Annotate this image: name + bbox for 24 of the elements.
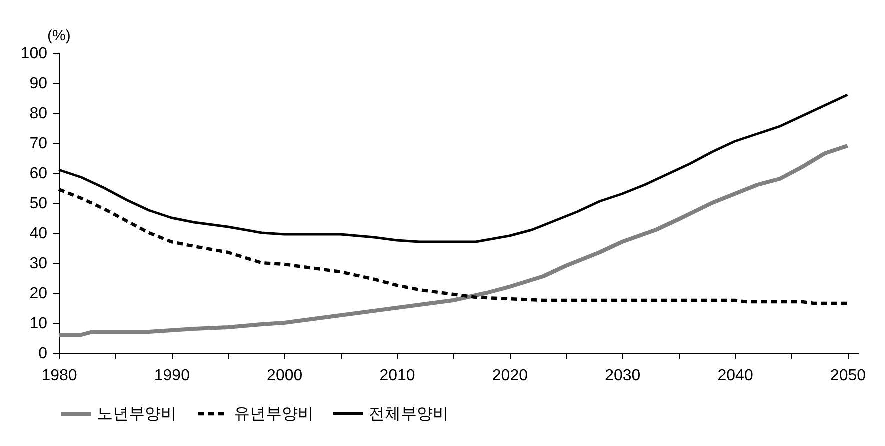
x-tick-label: 1990: [154, 368, 190, 384]
y-tick-label: 30: [30, 256, 48, 272]
x-tick-label: 2030: [605, 368, 641, 384]
x-tick-label: 2050: [830, 368, 866, 384]
y-tick-label: 80: [30, 106, 48, 122]
y-axis-title: (%): [48, 28, 71, 44]
y-tick-label: 50: [30, 196, 48, 212]
legend-label: 전체부양비: [369, 406, 449, 423]
x-tick-label: 2020: [492, 368, 528, 384]
line-series: [57, 144, 850, 337]
y-tick-label: 10: [30, 316, 48, 332]
y-tick-label: 40: [30, 226, 48, 242]
legend-label: 노년부양비: [97, 406, 177, 423]
y-tick-label: 90: [30, 76, 48, 92]
x-tick-label: 2000: [267, 368, 303, 384]
y-tick-label: 70: [30, 136, 48, 152]
x-tick-label: 2040: [718, 368, 754, 384]
y-tick-label: 0: [38, 346, 48, 362]
y-tick-label: 20: [30, 286, 48, 302]
x-tick-label: 1980: [42, 368, 78, 384]
y-tick-label: 100: [20, 46, 48, 62]
y-tick-label: 60: [30, 166, 48, 182]
x-tick-label: 2010: [380, 368, 416, 384]
legend-label: 유년부양비: [234, 406, 314, 423]
